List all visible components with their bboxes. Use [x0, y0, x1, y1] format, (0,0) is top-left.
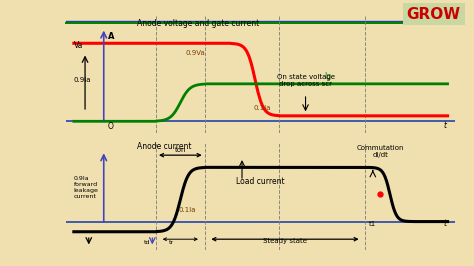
Text: 0.1Ia: 0.1Ia — [179, 207, 196, 213]
Text: 0.9Va: 0.9Va — [186, 50, 206, 56]
Text: Anode current: Anode current — [137, 142, 192, 151]
Text: O: O — [108, 122, 113, 131]
Text: t: t — [444, 219, 447, 228]
Text: Steady state: Steady state — [263, 238, 307, 244]
Text: ton: ton — [174, 147, 186, 153]
Text: tr: tr — [168, 240, 173, 245]
Text: t: t — [444, 120, 447, 130]
Text: Anode voltage and gate current: Anode voltage and gate current — [137, 19, 260, 28]
Text: On state voltage
drop across scr: On state voltage drop across scr — [276, 74, 335, 88]
Text: Commutation
di/dt: Commutation di/dt — [356, 145, 404, 158]
Text: GROW: GROW — [407, 7, 461, 22]
Text: Load current: Load current — [237, 177, 285, 186]
Text: 0.9Ia
forward
leakage
current: 0.9Ia forward leakage current — [74, 176, 99, 200]
Text: 0.1Ia: 0.1Ia — [253, 105, 271, 111]
Text: td: td — [144, 240, 150, 245]
Text: Va: Va — [74, 40, 83, 49]
Text: 0.9Ia: 0.9Ia — [74, 77, 91, 82]
Text: t1: t1 — [369, 221, 376, 227]
Text: A: A — [108, 32, 114, 41]
Text: Ig: Ig — [324, 72, 331, 81]
